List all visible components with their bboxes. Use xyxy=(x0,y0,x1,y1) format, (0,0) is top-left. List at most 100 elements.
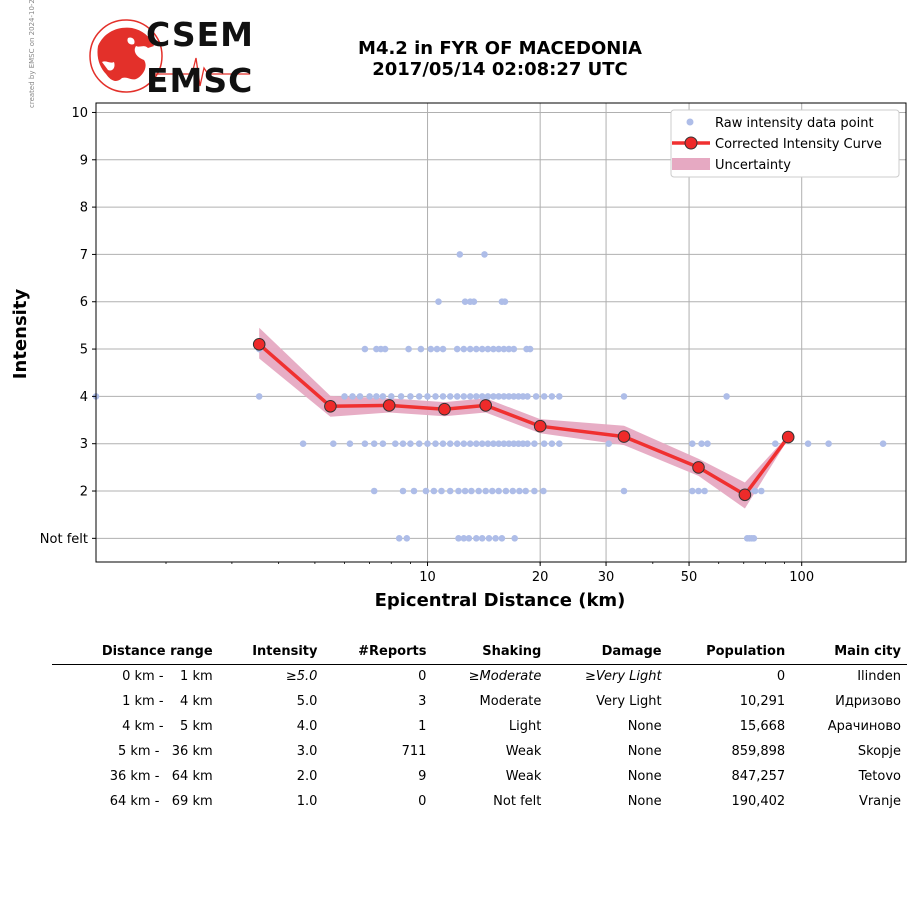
raw-data-point xyxy=(620,393,628,400)
raw-data-point xyxy=(495,440,503,448)
raw-data-point xyxy=(456,251,464,258)
table-row: 1 km - 4 km 5.0 3 Moderate Very Light 10… xyxy=(52,690,907,715)
raw-data-point xyxy=(500,345,508,353)
raw-data-point xyxy=(698,440,705,448)
raw-data-point xyxy=(489,487,496,495)
raw-data-point xyxy=(689,440,696,448)
cell-intensity: 4.0 xyxy=(296,719,318,734)
cell-reports: 0 xyxy=(418,794,427,809)
legend-raw-label: Raw intensity data point xyxy=(715,116,874,131)
x-axis-label: Epicentral Distance (km) xyxy=(375,590,626,611)
cell-intensity: 1.0 xyxy=(296,794,318,809)
raw-data-point xyxy=(438,487,445,495)
raw-data-point xyxy=(495,345,503,353)
raw-data-point xyxy=(417,345,425,353)
col-intensity-header: Intensity xyxy=(218,640,324,665)
cell-damage: None xyxy=(627,769,662,784)
raw-data-point xyxy=(255,393,263,400)
raw-data-point xyxy=(439,393,447,400)
raw-data-point xyxy=(484,440,492,448)
raw-data-point xyxy=(346,440,354,448)
cell-distance: 36 km - 64 km xyxy=(109,769,213,784)
curve-point xyxy=(617,430,631,443)
raw-data-point xyxy=(482,487,490,495)
raw-data-point xyxy=(446,440,454,448)
raw-data-point xyxy=(403,535,411,542)
raw-data-point xyxy=(424,393,431,400)
curve-point xyxy=(781,430,795,444)
raw-data-point xyxy=(509,487,517,495)
raw-data-point xyxy=(689,487,696,495)
raw-data-point xyxy=(804,440,812,448)
raw-data-point xyxy=(548,440,556,448)
raw-data-point xyxy=(516,487,523,495)
raw-data-point xyxy=(453,393,461,400)
raw-data-point xyxy=(556,393,563,400)
raw-data-point xyxy=(399,487,407,495)
legend-raw-marker xyxy=(686,118,694,126)
raw-data-point xyxy=(495,393,503,400)
y-tick-label: 4 xyxy=(80,390,88,405)
raw-data-point xyxy=(410,487,418,495)
col-city-header: Main city xyxy=(791,640,907,665)
raw-data-point xyxy=(524,440,531,448)
x-tick-label: 50 xyxy=(681,570,698,585)
cell-city: Идризово xyxy=(835,694,901,709)
legend-curve-marker xyxy=(684,136,698,150)
curve-point xyxy=(692,461,705,474)
raw-data-point xyxy=(511,535,518,542)
cell-city: Vranje xyxy=(858,794,901,809)
cell-population: 859,898 xyxy=(731,744,786,759)
y-tick-label: Not felt xyxy=(40,532,88,547)
col-damage-header: Damage xyxy=(547,640,668,665)
legend-box xyxy=(670,109,900,178)
cell-population: 847,257 xyxy=(731,769,786,784)
raw-data-point xyxy=(772,440,779,448)
raw-data-point xyxy=(381,345,389,353)
cell-reports: 0 xyxy=(418,669,427,684)
raw-data-point xyxy=(548,393,556,400)
cell-shaking: ≥Moderate xyxy=(468,669,542,684)
cell-damage: ≥Very Light xyxy=(584,669,662,684)
raw-data-point xyxy=(620,487,628,495)
raw-data-point xyxy=(446,487,454,495)
raw-data-point xyxy=(825,440,832,448)
raw-data-point xyxy=(299,440,307,448)
raw-data-point xyxy=(466,440,474,448)
y-tick-label: 8 xyxy=(80,201,88,216)
raw-data-point xyxy=(461,487,469,495)
raw-data-point xyxy=(524,393,531,400)
raw-data-point xyxy=(465,535,473,542)
raw-data-point xyxy=(704,440,711,448)
legend-curve-label: Corrected Intensity Curve xyxy=(715,137,882,152)
grid xyxy=(96,103,906,562)
raw-data-point xyxy=(540,393,548,400)
raw-data-point xyxy=(349,393,356,400)
raw-data-point xyxy=(379,440,387,448)
raw-data-point xyxy=(446,393,454,400)
raw-data-point xyxy=(379,393,387,400)
raw-data-point xyxy=(478,440,486,448)
raw-data-point xyxy=(466,345,474,353)
raw-data-point xyxy=(432,393,439,400)
cell-intensity: 2.0 xyxy=(296,769,318,784)
raw-data-point xyxy=(361,345,369,353)
raw-data-point xyxy=(373,393,380,400)
cell-distance: 1 km - 4 km xyxy=(122,694,213,709)
cell-damage: None xyxy=(627,744,662,759)
chart-title-line2: 2017/05/14 02:08:27 UTC xyxy=(372,59,628,80)
curve-point xyxy=(533,419,547,433)
raw-data-point xyxy=(879,440,887,448)
intensity-table: Distance range Intensity #Reports Shakin… xyxy=(52,640,907,815)
col-distance-header: Distance range xyxy=(52,640,219,665)
cell-distance: 4 km - 5 km xyxy=(122,719,213,734)
raw-data-point xyxy=(531,440,538,448)
y-tick-label: 9 xyxy=(80,153,88,168)
cell-city: Ilinden xyxy=(857,669,901,684)
cell-city: Skopje xyxy=(857,744,901,759)
raw-data-point xyxy=(501,298,509,306)
raw-data-point xyxy=(526,345,534,353)
raw-data-point xyxy=(453,345,461,353)
raw-data-point xyxy=(330,440,337,448)
curve-point xyxy=(738,488,752,502)
